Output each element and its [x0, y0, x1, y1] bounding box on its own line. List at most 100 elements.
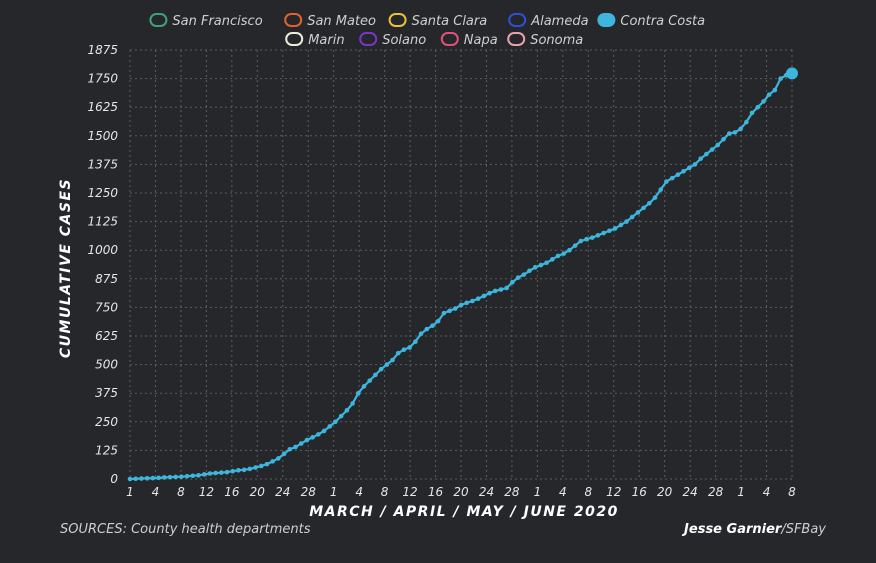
series-layer	[127, 67, 798, 482]
legend-item-santa-clara[interactable]: Santa Clara	[388, 13, 488, 29]
data-point	[470, 298, 475, 304]
data-point	[675, 172, 681, 177]
data-point	[156, 475, 161, 481]
data-point	[664, 179, 669, 184]
data-point	[658, 187, 664, 192]
legend-item-san-mateo[interactable]: San Mateo	[284, 13, 376, 29]
data-point	[350, 401, 355, 406]
y-tick-label: 1750	[87, 72, 118, 86]
legend-label: San Mateo	[307, 14, 376, 29]
data-point	[395, 350, 401, 356]
legend-swatch	[149, 13, 168, 27]
data-point	[378, 366, 384, 372]
legend-label: Santa Clara	[412, 14, 488, 29]
legend-label: Solano	[382, 33, 426, 48]
data-point	[641, 205, 646, 211]
credit: Jesse Garnier/SFBay	[684, 522, 826, 537]
x-tick-label: 4	[763, 485, 771, 499]
x-axis-title: MARCH / APRIL / MAY / JUNE 2020	[309, 504, 619, 520]
y-tick-label: 625	[95, 329, 118, 343]
data-point	[704, 151, 709, 157]
legend-item-sonoma[interactable]: Sonoma	[507, 32, 583, 48]
data-point	[624, 219, 629, 224]
data-point	[333, 419, 338, 425]
x-tick-label: 12	[402, 485, 417, 499]
data-point	[344, 408, 350, 413]
data-point	[561, 251, 567, 256]
data-point	[772, 87, 778, 93]
data-point	[179, 474, 184, 480]
data-point	[647, 200, 652, 206]
data-point	[441, 310, 447, 316]
y-tick-label: 1875	[87, 43, 118, 57]
x-tick-label: 8	[788, 485, 796, 499]
legend-label: Sonoma	[530, 33, 583, 48]
x-tick-label: 16	[428, 485, 444, 499]
author-name: Jesse Garnier	[684, 522, 782, 537]
data-point	[755, 104, 761, 110]
y-tick-label: 875	[95, 272, 118, 286]
data-point	[504, 285, 509, 291]
y-tick-label: 1375	[87, 157, 118, 171]
data-point	[652, 195, 658, 200]
y-tick-label: 1000	[87, 243, 118, 257]
data-point	[173, 474, 178, 480]
x-tick-label: 24	[275, 485, 290, 499]
data-point	[744, 119, 749, 125]
data-point	[749, 110, 755, 116]
data-point	[361, 384, 367, 389]
data-point	[304, 437, 310, 443]
data-point	[595, 233, 601, 238]
data-point	[413, 339, 418, 345]
data-point	[584, 236, 589, 242]
legend-item-contra-costa[interactable]: Contra Costa	[597, 13, 705, 29]
series-end-point	[786, 67, 798, 80]
x-tick-label: 1	[330, 485, 338, 499]
data-point	[721, 136, 726, 142]
data-point	[458, 302, 464, 308]
data-point	[241, 467, 247, 473]
data-point	[281, 451, 287, 457]
data-point	[270, 459, 275, 464]
data-point	[407, 345, 412, 350]
x-axis-ticks: 1 4 8 12 16 20 24 28 1 4 8 12 16 20 24 28 1 4 8 12 16 20 24 28 1…	[126, 485, 796, 499]
legend-swatch	[508, 13, 527, 27]
data-point	[196, 473, 201, 478]
data-point	[498, 287, 504, 292]
data-point	[321, 428, 327, 434]
y-tick-label: 1625	[87, 100, 118, 114]
data-point	[139, 476, 144, 481]
x-tick-label: 12	[199, 485, 214, 499]
data-point	[418, 331, 424, 337]
data-point	[236, 468, 241, 473]
legend-swatch	[285, 32, 304, 46]
legend-item-alameda[interactable]: Alameda	[508, 13, 589, 29]
legend-item-san-francisco[interactable]: San Francisco	[149, 13, 263, 29]
data-point	[618, 222, 624, 228]
x-tick-label: 4	[355, 485, 363, 499]
data-point	[230, 468, 236, 474]
legend-swatch	[507, 32, 526, 46]
x-tick-label: 24	[683, 485, 698, 499]
x-tick-label: 8	[584, 485, 592, 499]
data-point	[276, 456, 281, 461]
x-tick-label: 8	[177, 485, 185, 499]
x-tick-label: 20	[453, 485, 469, 499]
legend-item-napa[interactable]: Napa	[440, 32, 498, 48]
data-point	[373, 372, 378, 378]
data-point	[464, 300, 470, 306]
legend-swatch	[597, 13, 616, 27]
legend-swatch	[440, 32, 459, 46]
legend-item-marin[interactable]: Marin	[285, 32, 345, 48]
data-point	[538, 262, 544, 268]
x-tick-label: 12	[606, 485, 621, 499]
data-point	[681, 168, 686, 174]
data-point	[424, 326, 430, 332]
data-point	[184, 473, 190, 479]
data-point	[481, 293, 487, 299]
data-point	[287, 446, 293, 452]
y-axis-ticks: 0 125 250 375 500 625 750 875 1000 1125 1250 1375 15…	[87, 43, 118, 486]
data-point	[367, 378, 372, 383]
legend-item-solano[interactable]: Solano	[359, 32, 426, 48]
data-point	[550, 257, 555, 262]
